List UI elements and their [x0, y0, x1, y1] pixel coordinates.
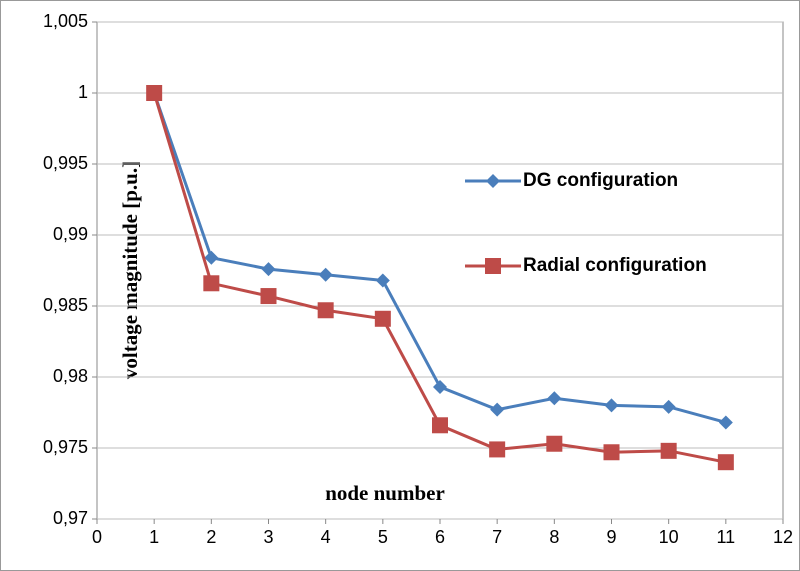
- marker: [604, 398, 619, 413]
- marker: [261, 262, 276, 277]
- x-tick-label: 11: [716, 527, 735, 547]
- y-tick-label: 0,97: [53, 508, 88, 528]
- marker: [547, 391, 562, 406]
- marker: [433, 379, 447, 394]
- marker: [318, 267, 333, 282]
- x-tick-label: 2: [206, 527, 216, 547]
- legend-marker: [486, 174, 500, 188]
- marker: [374, 310, 391, 327]
- y-tick-label: 1,005: [43, 11, 88, 31]
- y-tick-label: 0,99: [53, 224, 88, 244]
- legend-label: DG configuration: [523, 170, 678, 191]
- marker: [317, 302, 334, 319]
- marker: [603, 444, 620, 461]
- y-tick-label: 0,98: [53, 366, 88, 386]
- plot-area: [96, 21, 784, 520]
- marker: [546, 435, 563, 452]
- y-tick-label: 0,995: [43, 153, 88, 173]
- x-tick-label: 5: [378, 527, 388, 547]
- marker: [661, 399, 676, 414]
- x-tick-label: 3: [263, 527, 273, 547]
- x-axis-label: node number: [325, 481, 445, 505]
- y-tick-label: 0,975: [43, 437, 88, 457]
- y-axis-label: voltage magnitude [p.u.]: [118, 161, 142, 379]
- marker: [260, 288, 277, 305]
- marker: [432, 417, 448, 434]
- marker: [717, 454, 734, 471]
- marker: [490, 402, 505, 417]
- x-tick-label: 7: [492, 527, 502, 547]
- marker: [660, 442, 677, 459]
- legend-marker: [485, 258, 501, 274]
- legend-label: Radial configuration: [523, 255, 707, 276]
- marker: [718, 415, 733, 430]
- marker: [203, 275, 220, 292]
- x-tick-label: 12: [773, 527, 793, 547]
- x-tick-label: 10: [659, 527, 679, 547]
- x-tick-label: 8: [549, 527, 559, 547]
- marker: [489, 441, 506, 458]
- marker: [204, 250, 219, 265]
- y-tick-label: 0,985: [43, 295, 88, 315]
- x-tick-label: 4: [321, 527, 331, 547]
- marker: [375, 273, 390, 288]
- x-tick-label: 6: [435, 527, 445, 547]
- x-tick-label: 1: [149, 527, 159, 547]
- x-tick-label: 9: [606, 527, 616, 547]
- marker: [146, 85, 163, 101]
- y-tick-label: 1: [78, 82, 88, 102]
- x-tick-label: 0: [92, 527, 102, 547]
